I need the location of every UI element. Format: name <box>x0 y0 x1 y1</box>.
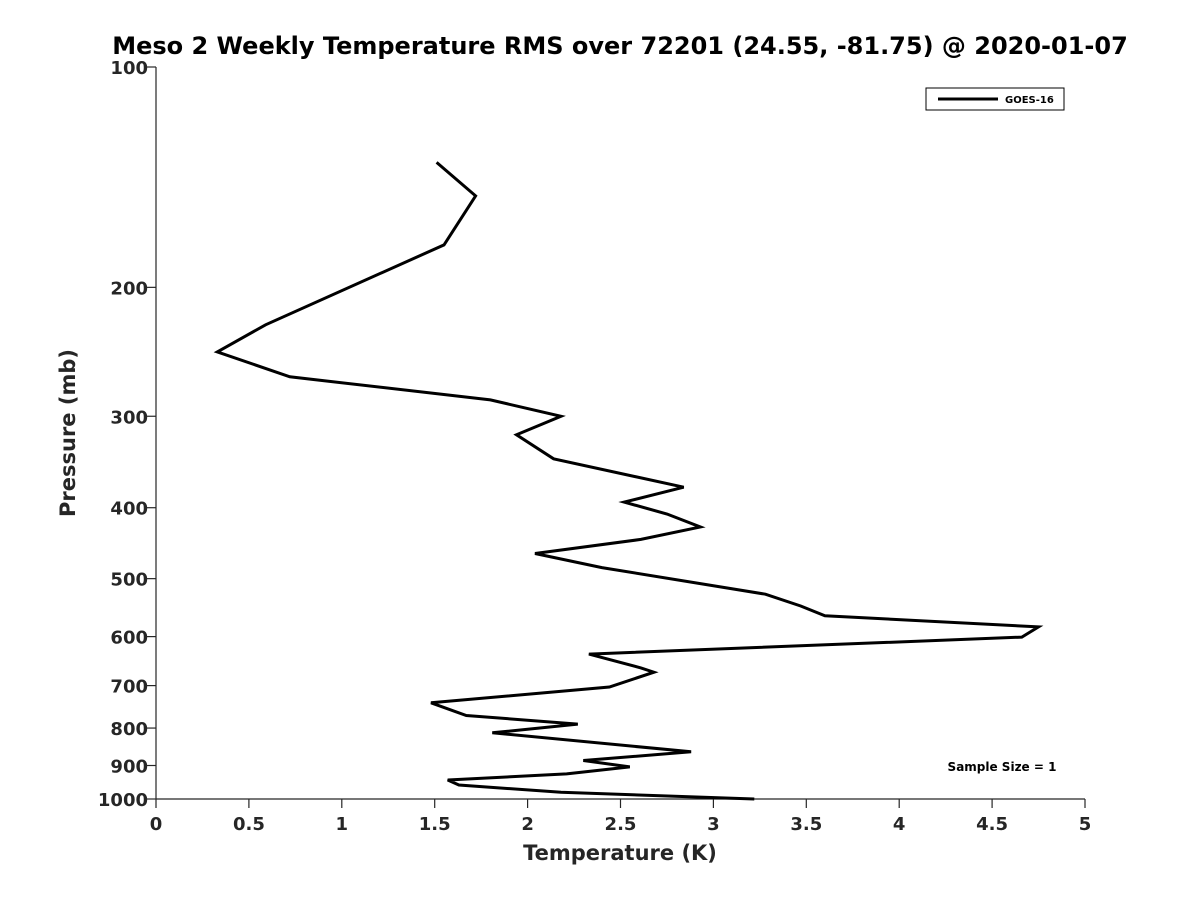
x-tick-label: 5 <box>1079 814 1092 835</box>
y-tick-label: 400 <box>110 499 148 520</box>
legend: GOES-16 <box>925 87 1065 111</box>
plot-frame <box>155 67 1085 800</box>
x-axis-label: Temperature (K) <box>523 841 717 865</box>
x-tick-label: 4.5 <box>976 814 1008 835</box>
y-tick-label: 900 <box>110 757 148 778</box>
y-tick-label: 800 <box>110 719 148 740</box>
x-tick-label: 1.5 <box>419 814 451 835</box>
y-tick-label: 600 <box>110 628 148 649</box>
sample-size-annotation: Sample Size = 1 <box>948 760 1057 774</box>
x-tick-label: 0.5 <box>233 814 265 835</box>
x-axis-ticks: 0 0.5 1 1.5 2 2.5 3 3.5 4 4.5 5 <box>150 799 1092 835</box>
x-tick-label: 0 <box>150 814 163 835</box>
y-tick-label: 700 <box>110 677 148 698</box>
legend-entry: GOES-16 <box>1005 95 1054 106</box>
x-tick-label: 2 <box>521 814 534 835</box>
chart-title: Meso 2 Weekly Temperature RMS over 72201… <box>112 32 1128 60</box>
x-tick-label: 4 <box>893 814 906 835</box>
y-axis-label: Pressure (mb) <box>56 349 80 517</box>
series-layer <box>213 161 1044 801</box>
y-tick-label: 200 <box>110 278 148 299</box>
series-line-goes-16 <box>213 161 1044 801</box>
y-axis-ticks: 100 200 300 400 500 600 700 800 900 1000 <box>98 58 156 811</box>
y-tick-label: 500 <box>110 570 148 591</box>
y-tick-label: 1000 <box>98 790 148 811</box>
x-tick-label: 3 <box>707 814 720 835</box>
y-tick-label: 300 <box>110 407 148 428</box>
x-tick-label: 2.5 <box>605 814 637 835</box>
x-tick-label: 1 <box>336 814 349 835</box>
y-tick-label: 100 <box>110 58 148 79</box>
x-tick-label: 3.5 <box>790 814 822 835</box>
